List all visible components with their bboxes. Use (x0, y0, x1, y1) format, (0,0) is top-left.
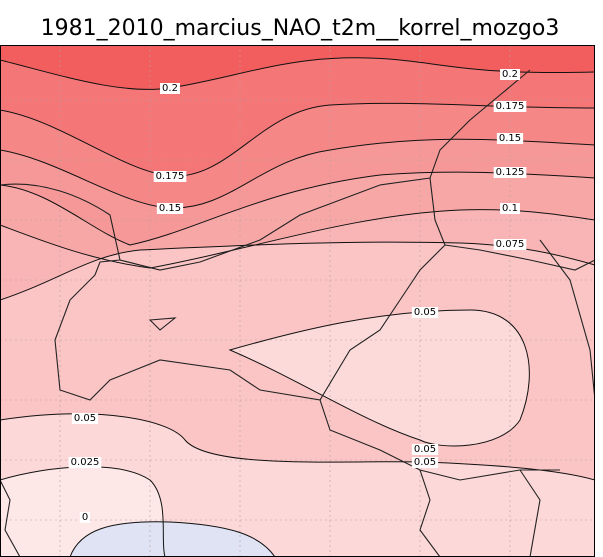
country-borders (0, 69, 595, 557)
label-box (493, 167, 527, 178)
contour-label: 0.2 (162, 83, 178, 94)
label-box (411, 444, 439, 455)
contour-label: 0.15 (159, 203, 181, 214)
contour-label: 0.2 (502, 69, 518, 80)
label-box (411, 457, 439, 468)
label-box (496, 133, 524, 144)
contour-label: 0.125 (496, 167, 525, 178)
label-box (411, 307, 439, 318)
label-box (68, 457, 102, 468)
label-box (71, 413, 99, 424)
map-area: 0.2 0.175 0.15 0.2 0.175 0.15 0.125 0.1 0.075 0.0… (0, 45, 595, 557)
label-box (493, 239, 527, 250)
contour-labels: 0.2 0.175 0.15 0.2 0.175 0.15 0.125 0.1 0.075 0.0… (68, 69, 527, 523)
contour-label: 0.05 (414, 444, 436, 455)
label-box (79, 512, 91, 523)
band (70, 521, 275, 557)
band (230, 310, 530, 446)
contour-label: 0.05 (414, 457, 436, 468)
contour-label: 0.05 (74, 413, 96, 424)
label-box (153, 171, 187, 182)
contour-label: 0.15 (499, 133, 521, 144)
label-box (160, 83, 180, 94)
label-box (493, 101, 527, 112)
contour-label: 0.175 (496, 101, 525, 112)
label-box (500, 203, 520, 214)
contour-label: 0 (82, 512, 88, 523)
contour-label: 0.175 (156, 171, 185, 182)
contour-label: 0.1 (502, 203, 518, 214)
label-box (156, 203, 184, 214)
contour-label: 0.025 (71, 457, 100, 468)
map-title: 1981_2010_marcius_NAO_t2m__korrel_mozgo3 (41, 16, 560, 41)
contour-label: 0.075 (496, 239, 525, 250)
contour-label: 0.05 (414, 307, 436, 318)
label-box (500, 69, 520, 80)
